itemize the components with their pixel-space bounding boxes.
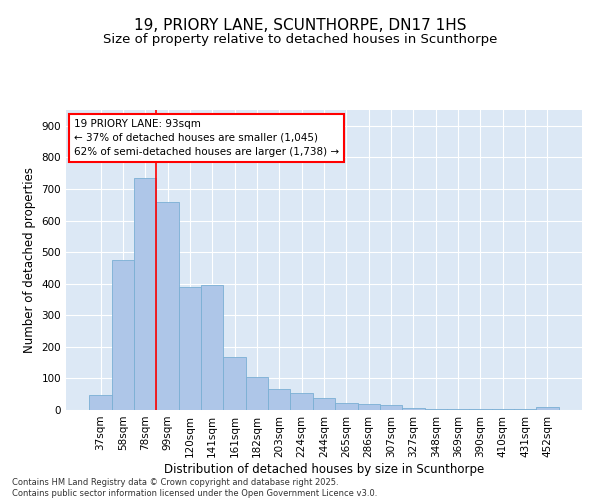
Bar <box>290 392 313 410</box>
Bar <box>112 260 134 410</box>
Bar <box>268 388 290 410</box>
Bar <box>514 408 536 410</box>
Y-axis label: Number of detached properties: Number of detached properties <box>23 167 36 353</box>
Bar <box>223 358 246 410</box>
Bar <box>89 395 112 410</box>
Bar <box>157 202 179 410</box>
Bar <box>380 406 402 410</box>
Bar <box>179 287 201 410</box>
Bar <box>335 403 358 410</box>
Text: Size of property relative to detached houses in Scunthorpe: Size of property relative to detached ho… <box>103 32 497 46</box>
Bar <box>201 286 223 410</box>
X-axis label: Distribution of detached houses by size in Scunthorpe: Distribution of detached houses by size … <box>164 462 484 475</box>
Text: Contains HM Land Registry data © Crown copyright and database right 2025.
Contai: Contains HM Land Registry data © Crown c… <box>12 478 377 498</box>
Bar <box>402 408 425 410</box>
Bar <box>425 408 447 410</box>
Text: 19, PRIORY LANE, SCUNTHORPE, DN17 1HS: 19, PRIORY LANE, SCUNTHORPE, DN17 1HS <box>134 18 466 32</box>
Bar <box>536 408 559 410</box>
Text: 19 PRIORY LANE: 93sqm
← 37% of detached houses are smaller (1,045)
62% of semi-d: 19 PRIORY LANE: 93sqm ← 37% of detached … <box>74 119 339 157</box>
Bar <box>447 408 469 410</box>
Bar <box>491 408 514 410</box>
Bar <box>313 398 335 410</box>
Bar <box>246 377 268 410</box>
Bar <box>134 178 157 410</box>
Bar <box>469 408 491 410</box>
Bar <box>358 404 380 410</box>
